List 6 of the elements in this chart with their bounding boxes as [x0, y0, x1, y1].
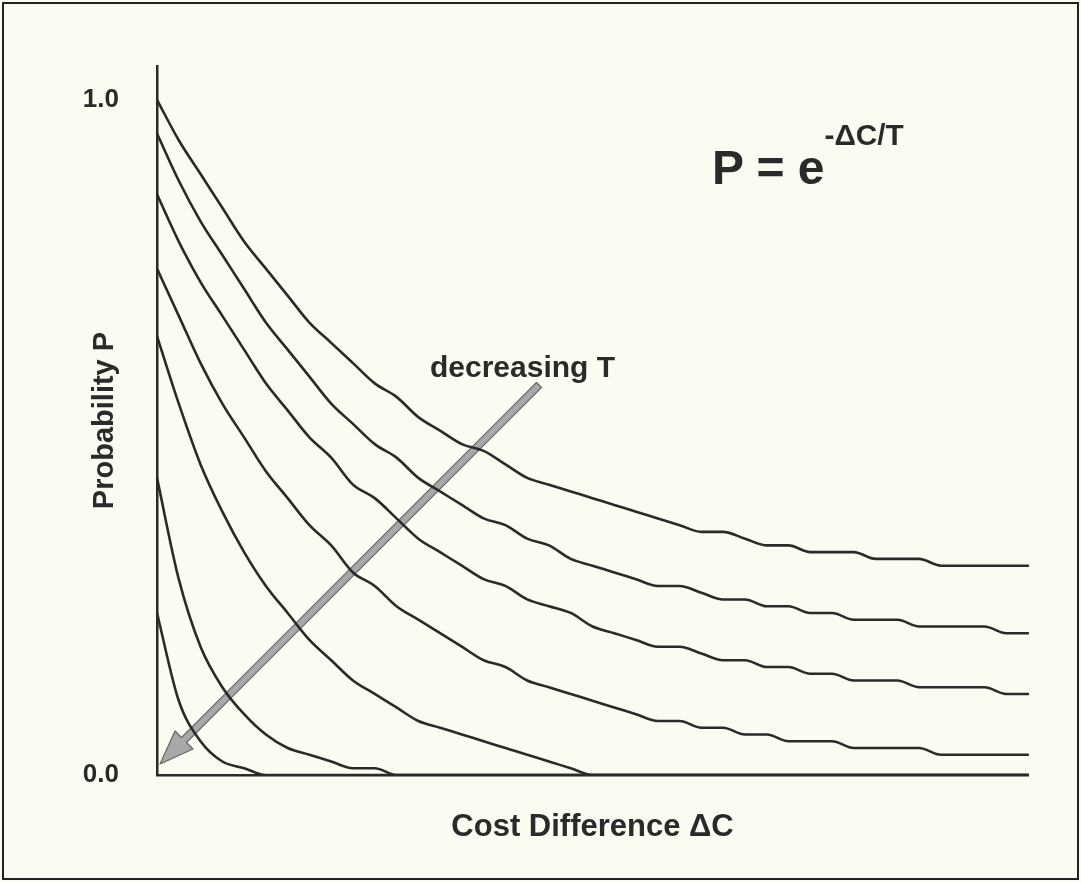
annotation: decreasing T [430, 350, 616, 384]
y-tick-label: 1.0 [82, 82, 119, 113]
y-tick-label: 0.0 [82, 758, 119, 789]
y-axis-title: Probability P [87, 331, 120, 510]
annotation: P = e$^{-ΔC/T}$ [712, 118, 904, 195]
x-axis-title: Cost Difference ΔC [451, 807, 734, 843]
